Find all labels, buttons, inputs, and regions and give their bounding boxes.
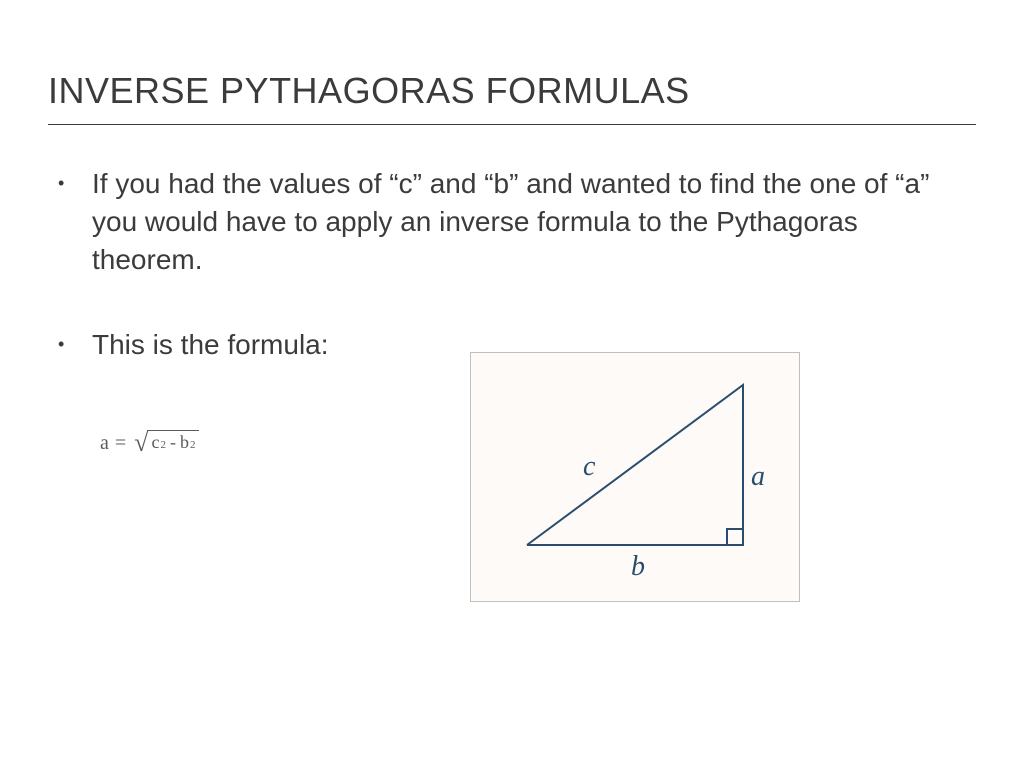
- right-angle-marker: [727, 529, 743, 545]
- formula-equals: =: [115, 432, 126, 455]
- sqrt-icon: √: [134, 430, 148, 456]
- triangle-svg: [491, 373, 779, 581]
- triangle-shape: [527, 385, 743, 545]
- rad-b: b: [180, 432, 189, 453]
- title-rule: [48, 124, 976, 125]
- formula-lhs: a: [100, 432, 109, 455]
- bullet-list: If you had the values of “c” and “b” and…: [48, 165, 976, 364]
- label-b: b: [631, 551, 645, 583]
- formula-container: a = √ c2 - b2: [100, 430, 280, 456]
- label-c: c: [583, 451, 595, 483]
- rad-minus: -: [170, 432, 176, 453]
- bullet-item: If you had the values of “c” and “b” and…: [48, 165, 976, 278]
- radicand: c2 - b2: [147, 430, 199, 453]
- label-a: a: [751, 461, 765, 493]
- rad-c: c: [151, 432, 159, 453]
- slide-title: INVERSE PYTHAGORAS FORMULAS: [48, 70, 976, 112]
- triangle-wrap: c a b: [491, 373, 779, 581]
- triangle-figure: c a b: [470, 352, 800, 602]
- radical: √ c2 - b2: [134, 430, 199, 456]
- formula: a = √ c2 - b2: [100, 430, 199, 456]
- slide: INVERSE PYTHAGORAS FORMULAS If you had t…: [0, 0, 1024, 768]
- triangle-outline: [527, 385, 743, 545]
